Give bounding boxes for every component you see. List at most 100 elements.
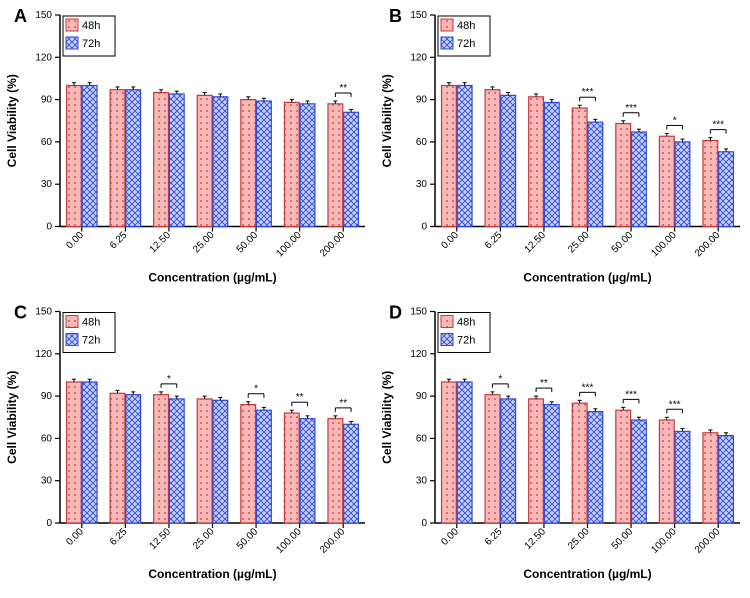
bar-72h (82, 86, 97, 227)
bar-72h (588, 412, 603, 523)
bar-48h (529, 97, 544, 227)
bar-48h (616, 410, 631, 523)
ytick-label: 60 (416, 137, 428, 148)
bar-48h (572, 108, 587, 226)
ytick-label: 0 (46, 518, 52, 529)
bar-48h (485, 90, 500, 227)
ytick-label: 30 (416, 179, 428, 190)
x-axis-label: Concentration (µg/mL) (148, 567, 276, 581)
bar-72h (300, 419, 315, 523)
significance-label: *** (582, 382, 594, 393)
bar-48h (572, 403, 587, 523)
y-axis-label: Cell Viability (%) (5, 74, 19, 167)
bar-48h (328, 104, 343, 227)
legend: 48h72h (438, 313, 490, 353)
bar-48h (703, 433, 718, 523)
legend-swatch-72h (441, 334, 453, 346)
bar-48h (67, 86, 82, 227)
ytick-label: 0 (421, 518, 427, 529)
bar-72h (344, 112, 359, 226)
ytick-label: 30 (41, 476, 53, 487)
panel-letter: C (14, 303, 27, 323)
significance-label: *** (582, 87, 594, 98)
bar-72h (169, 399, 184, 523)
panel-letter: D (389, 303, 402, 323)
legend-label-48h: 48h (457, 20, 475, 32)
legend-swatch-48h (441, 316, 453, 328)
bar-72h (213, 400, 228, 523)
bar-48h (197, 399, 212, 523)
x-axis-label: Concentration (µg/mL) (523, 567, 651, 581)
legend-label-48h: 48h (457, 317, 475, 329)
bar-72h (544, 405, 559, 523)
bar-48h (241, 100, 256, 227)
bar-72h (82, 382, 97, 523)
significance-label: ** (339, 83, 347, 94)
bar-72h (632, 420, 647, 523)
bar-72h (300, 104, 315, 227)
x-axis-label: Concentration (µg/mL) (148, 271, 276, 285)
ytick-label: 150 (410, 10, 427, 21)
ytick-label: 150 (35, 10, 52, 21)
bar-48h (616, 124, 631, 227)
ytick-label: 90 (416, 95, 428, 106)
panel-letter: A (14, 6, 27, 26)
bar-72h (457, 86, 472, 227)
bar-72h (257, 410, 272, 523)
significance-label: * (673, 115, 677, 126)
bar-72h (501, 399, 516, 523)
bar-72h (126, 395, 141, 523)
bar-72h (213, 97, 228, 227)
ytick-label: 120 (35, 52, 52, 63)
bar-72h (457, 382, 472, 523)
bar-48h (241, 405, 256, 523)
ytick-label: 150 (35, 307, 52, 318)
bar-48h (442, 382, 457, 523)
bar-72h (632, 132, 647, 226)
legend-swatch-48h (441, 19, 453, 31)
bar-72h (257, 101, 272, 226)
ytick-label: 120 (410, 52, 427, 63)
figure-root: A0306090120150Cell Viability (%)0.006.25… (0, 0, 750, 593)
bar-72h (719, 152, 734, 227)
bar-48h (703, 140, 718, 226)
bar-48h (284, 102, 299, 226)
legend: 48h 72h (438, 16, 490, 56)
ytick-label: 120 (410, 349, 427, 360)
legend-label-72h: 72h (82, 38, 100, 50)
ytick-label: 0 (421, 222, 427, 233)
significance-label: *** (669, 399, 681, 410)
ytick-label: 90 (41, 95, 53, 106)
ytick-label: 30 (41, 179, 53, 190)
legend-label-72h: 72h (457, 38, 475, 50)
legend: 48h72h (63, 313, 115, 353)
bar-72h (675, 431, 690, 523)
ytick-label: 60 (41, 137, 53, 148)
ytick-label: 0 (46, 222, 52, 233)
panel-letter: B (389, 6, 402, 26)
bar-48h (110, 393, 125, 523)
significance-label: ** (296, 392, 304, 403)
bar-48h (659, 420, 674, 523)
x-axis-label: Concentration (µg/mL) (523, 271, 651, 285)
bar-48h (154, 395, 169, 523)
y-axis-label: Cell Viability (%) (380, 74, 394, 167)
bar-72h (501, 95, 516, 226)
bar-72h (344, 424, 359, 523)
bar-48h (284, 413, 299, 523)
ytick-label: 30 (416, 476, 428, 487)
bar-48h (67, 382, 82, 523)
bar-72h (544, 102, 559, 226)
bar-72h (675, 142, 690, 227)
bar-48h (110, 90, 125, 227)
bar-72h (126, 90, 141, 227)
bar-48h (659, 136, 674, 226)
legend-swatch-48h (66, 316, 78, 328)
bar-72h (169, 94, 184, 227)
ytick-label: 150 (410, 307, 427, 318)
significance-label: * (254, 384, 258, 395)
bar-48h (197, 95, 212, 226)
ytick-label: 60 (416, 433, 428, 444)
bar-48h (328, 419, 343, 523)
significance-label: *** (625, 389, 637, 400)
